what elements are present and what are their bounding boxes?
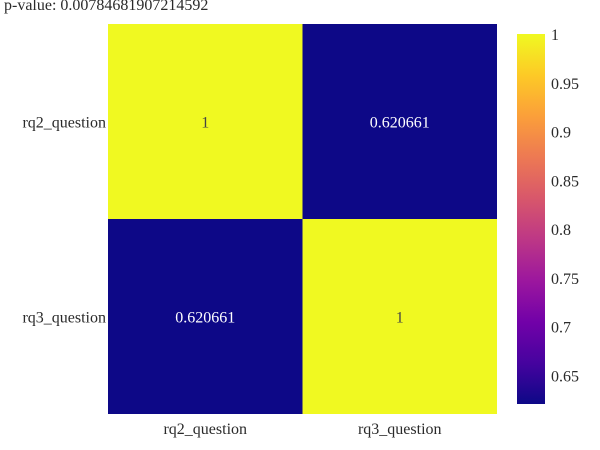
colorbar-tick-label: 1 <box>551 27 559 44</box>
colorbar-tick-label: 0.65 <box>551 368 579 385</box>
colorbar-tick-label: 0.85 <box>551 173 579 190</box>
y-tick-label: rq3_question <box>22 310 106 327</box>
cell-value-label: 1 <box>201 115 209 132</box>
heatmap-cell <box>302 24 497 219</box>
cell-value-label: 0.620661 <box>175 310 235 327</box>
x-tick-label: rq2_question <box>163 421 247 438</box>
cell-value-label: 0.620661 <box>370 115 430 132</box>
cell-value-label: 1 <box>396 310 404 327</box>
heatmap-cell <box>108 219 303 414</box>
x-tick-label: rq3_question <box>358 421 442 438</box>
colorbar-tick-label: 0.95 <box>551 76 579 93</box>
colorbar-tick-label: 0.8 <box>551 222 571 239</box>
y-tick-label: rq2_question <box>22 115 106 132</box>
chart-title: p-value: 0.00784681907214592 <box>4 0 209 14</box>
colorbar <box>517 34 545 404</box>
colorbar-tick-label: 0.9 <box>551 125 571 142</box>
heatmap-cell <box>302 219 497 414</box>
colorbar-tick-label: 0.75 <box>551 271 579 288</box>
heatmap-cell <box>108 24 303 219</box>
colorbar-tick-label: 0.7 <box>551 320 571 337</box>
